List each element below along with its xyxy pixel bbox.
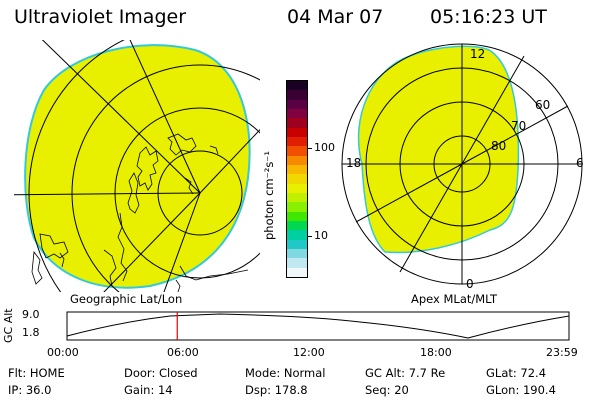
alt-xtick-4: 23:59 <box>546 346 578 359</box>
colorbar-segment <box>287 118 307 128</box>
alt-ylabel: GC Alt <box>2 308 15 343</box>
status-door: Door: Closed <box>124 366 198 380</box>
status-ip: IP: 36.0 <box>8 383 52 397</box>
colorbar-segment <box>287 239 307 249</box>
tick-mark-100 <box>307 148 312 149</box>
colorbar-segment <box>287 136 307 147</box>
colorbar-segment <box>287 108 307 119</box>
mlat-mlt-map <box>341 43 583 285</box>
colorbar-segment <box>287 155 307 165</box>
mlt-label-0: 0 <box>466 277 474 291</box>
alt-ytick-low: 1.8 <box>22 326 40 339</box>
mlt-caption: Apex MLat/MLT <box>411 292 498 306</box>
mlt-label-6: 6 <box>576 156 584 170</box>
colorbar-segment <box>287 192 307 203</box>
colorbar-segment <box>287 202 307 212</box>
colorbar-segment <box>287 183 307 193</box>
colorbar-segment <box>287 81 307 91</box>
lat-circles <box>28 40 260 292</box>
status-gain: Gain: 14 <box>124 383 173 397</box>
time-label: 05:16:23 UT <box>430 6 547 28</box>
alt-xtick-3: 18:00 <box>420 346 452 359</box>
mlat-label-80: 80 <box>491 139 507 153</box>
colorbar-segment <box>287 99 307 109</box>
status-glon: GLon: 190.4 <box>486 383 556 397</box>
mlat-label-60: 60 <box>535 98 551 112</box>
status-seq: Seq: 20 <box>365 383 409 397</box>
altitude-plot <box>66 311 570 341</box>
instrument-title: Ultraviolet Imager <box>14 6 187 28</box>
colorbar-segment <box>287 174 307 184</box>
coastlines <box>31 133 249 292</box>
geographic-caption: Geographic Lat/Lon <box>70 292 183 306</box>
geographic-map <box>14 40 260 292</box>
colorbar-tick-100: 100 <box>314 141 335 154</box>
colorbar-segment <box>287 230 307 240</box>
tick-mark-10 <box>307 236 312 237</box>
colorbar-segment <box>287 267 307 277</box>
colorbar-segment <box>287 164 307 175</box>
status-gc-alt: GC Alt: 7.7 Re <box>365 366 446 380</box>
mlt-label-12: 12 <box>470 47 486 61</box>
mlt-label-18: 18 <box>346 156 362 170</box>
lon-lines <box>14 40 260 292</box>
alt-xtick-2: 12:00 <box>293 346 325 359</box>
status-mode: Mode: Normal <box>245 366 326 380</box>
alt-ytick-high: 9.0 <box>22 308 40 321</box>
colorbar <box>286 80 308 278</box>
mlat-label-70: 70 <box>511 119 527 133</box>
status-dsp: Dsp: 178.8 <box>245 383 308 397</box>
colorbar-segment <box>287 258 307 268</box>
colorbar-segment <box>287 146 307 156</box>
colorbar-segment <box>287 127 307 137</box>
status-glat: GLat: 72.4 <box>486 366 547 380</box>
colorbar-segment <box>287 211 307 221</box>
colorbar-segment <box>287 248 307 259</box>
mlt-lines <box>342 44 582 284</box>
colorbar-unit-label: photon cm⁻²s⁻¹ <box>262 151 276 240</box>
colorbar-tick-10: 10 <box>314 229 328 242</box>
status-flight: Flt: HOME <box>8 366 65 380</box>
alt-xtick-0: 00:00 <box>47 346 79 359</box>
colorbar-segment <box>287 220 307 231</box>
colorbar-segment <box>287 90 307 100</box>
date-label: 04 Mar 07 <box>287 6 384 28</box>
alt-xtick-1: 06:00 <box>167 346 199 359</box>
